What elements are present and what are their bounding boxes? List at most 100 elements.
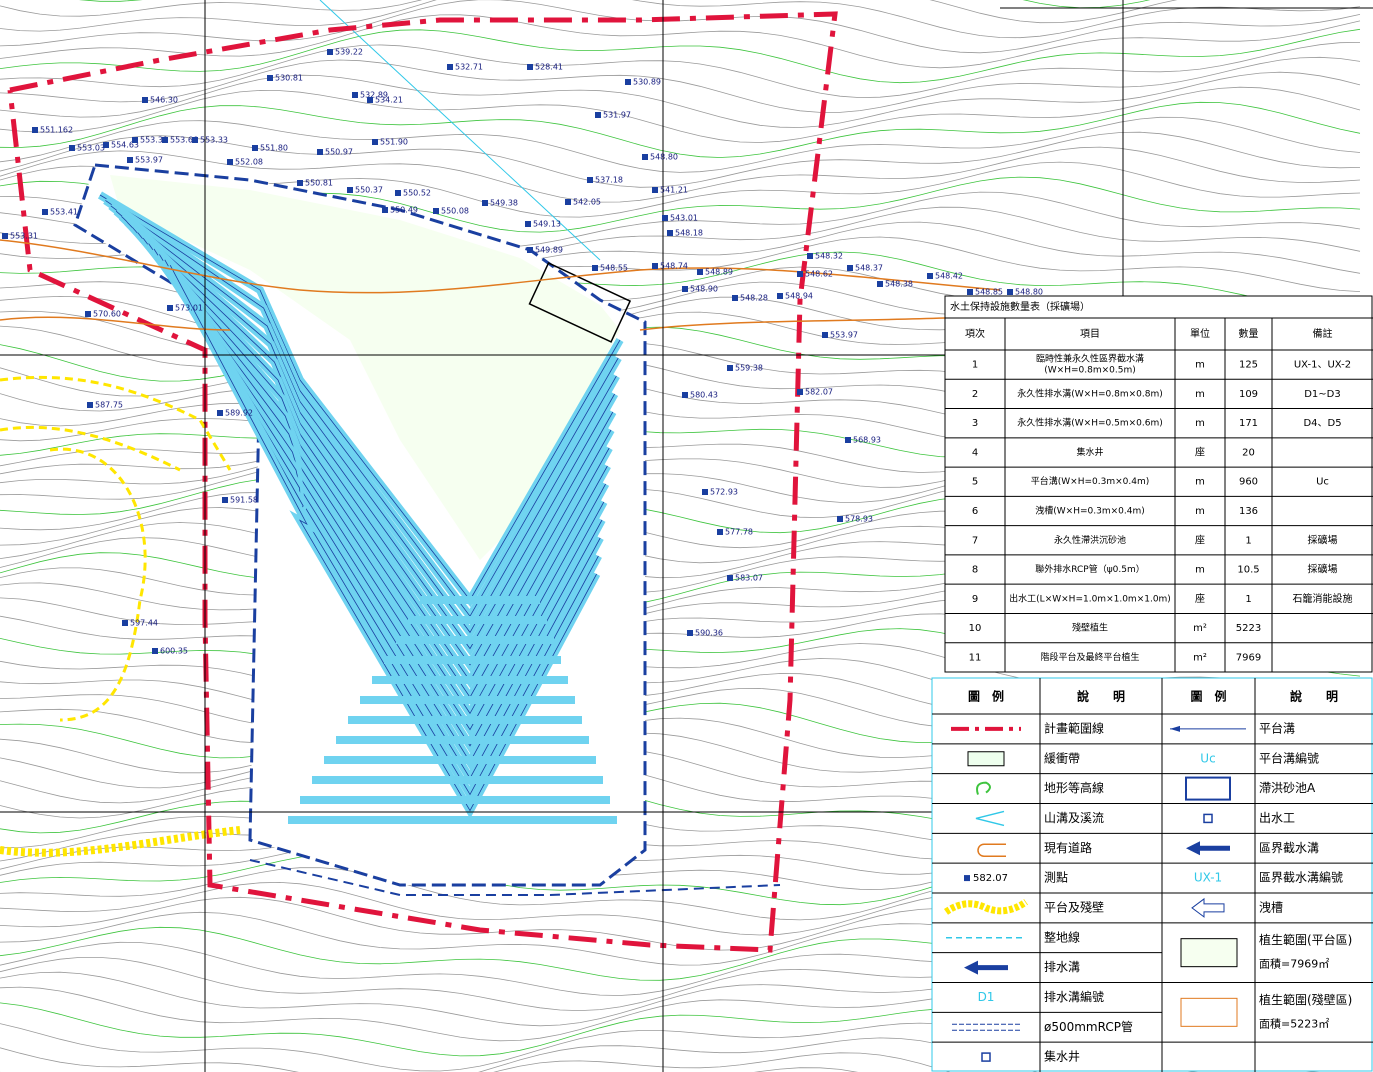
point-label: 546.30 xyxy=(150,96,178,105)
point-marker xyxy=(527,247,533,253)
point-label: 548.32 xyxy=(815,252,843,261)
platform-slope xyxy=(0,375,232,722)
table-cell: 5223 xyxy=(1236,623,1261,634)
legend-symbol xyxy=(981,1052,991,1062)
point-marker xyxy=(162,137,168,143)
legend-label: 排水溝編號 xyxy=(1044,989,1104,1004)
point-marker xyxy=(717,529,723,535)
outlet-channel xyxy=(249,859,781,896)
detention-pond xyxy=(528,262,632,343)
point-marker xyxy=(682,286,688,292)
point-label: 550.52 xyxy=(403,189,431,198)
legend-label: 山溝及溪流 xyxy=(1044,811,1104,825)
point-marker xyxy=(152,648,158,654)
table-cell: 1 xyxy=(972,360,978,371)
point-label: 530.89 xyxy=(633,78,661,87)
point-label: 550.97 xyxy=(325,148,353,157)
point-label: 553.03 xyxy=(77,144,105,153)
legend-label: 區界截水溝編號 xyxy=(1259,870,1343,885)
legend-symbol-text: Uc xyxy=(1200,751,1215,765)
point-label: 548.62 xyxy=(805,270,833,279)
point-label: 530.81 xyxy=(275,74,303,83)
table-cell: 採礦場 xyxy=(1308,563,1338,576)
point-label: 550.81 xyxy=(305,179,333,188)
table-cell: 臨時性兼永久性區界截水溝 xyxy=(1036,353,1144,365)
point-label: 552.08 xyxy=(235,158,263,167)
point-marker xyxy=(565,199,571,205)
point-label: 553.39 xyxy=(140,136,168,145)
table-bg xyxy=(944,295,1373,673)
table-cell: m² xyxy=(1193,623,1207,634)
point-marker xyxy=(42,209,48,215)
contour-line xyxy=(0,56,1361,113)
table-cell: 座 xyxy=(1195,533,1205,546)
point-marker xyxy=(797,389,803,395)
point-marker xyxy=(192,137,198,143)
point-marker xyxy=(69,145,75,151)
point-marker xyxy=(32,127,38,133)
legend-symbol xyxy=(1180,938,1238,968)
table-cell: m xyxy=(1195,360,1205,371)
legend-note: 面積=5223㎡ xyxy=(1259,1016,1329,1030)
point-marker xyxy=(587,177,593,183)
point-marker xyxy=(217,410,223,416)
point-label: 559.38 xyxy=(735,364,763,373)
point-marker xyxy=(447,64,453,70)
legend-symbol xyxy=(964,875,970,882)
point-marker xyxy=(127,157,133,163)
point-label: 549.89 xyxy=(535,246,563,255)
table-cell: 採礦場 xyxy=(1308,533,1338,546)
point-label: 548.80 xyxy=(1015,288,1043,297)
legend-symbol xyxy=(1203,813,1213,824)
terrace-ditch xyxy=(121,216,614,666)
table-cell: 殘壁植生 xyxy=(1072,622,1108,634)
point-marker xyxy=(525,221,531,227)
legend-symbol xyxy=(977,843,1006,857)
point-marker xyxy=(2,233,8,239)
point-label: 551.80 xyxy=(260,144,288,153)
table-cell: 11 xyxy=(969,652,982,663)
point-marker xyxy=(252,145,258,151)
terrace-ditch xyxy=(169,265,597,812)
terrace-ditch xyxy=(105,200,619,617)
contour-line xyxy=(0,1052,951,1072)
table-cell: (W×H=0.8m×0.5m) xyxy=(1044,366,1135,376)
legend-symbol-text: UX-1 xyxy=(1194,871,1222,885)
point-marker xyxy=(642,154,648,160)
point-label: 548.42 xyxy=(935,272,963,281)
legend-symbol xyxy=(943,898,1029,915)
point-label: 542.05 xyxy=(573,198,601,207)
table-cell: m xyxy=(1195,477,1205,488)
point-marker xyxy=(167,305,173,311)
point-label: 568.93 xyxy=(853,436,881,445)
point-label: 572.93 xyxy=(710,488,738,497)
point-label: 548.18 xyxy=(675,229,703,238)
stream xyxy=(319,0,601,261)
point-label: 549.13 xyxy=(533,220,561,229)
point-label: 548.94 xyxy=(785,292,813,301)
table-cell: 171 xyxy=(1239,418,1258,429)
point-label: 589.92 xyxy=(225,409,253,418)
legend-label: 現有道路 xyxy=(1044,840,1092,855)
table-cell: UX-1、UX-2 xyxy=(1294,360,1351,371)
point-label: 573.01 xyxy=(175,304,203,313)
point-label: 587.75 xyxy=(95,401,123,410)
legend-label: 排水溝 xyxy=(1044,960,1080,974)
table-cell: 座 xyxy=(1195,592,1205,605)
point-marker xyxy=(967,289,973,295)
point-label: 597.44 xyxy=(130,619,158,628)
table-cell: 階段平台及最終平台植生 xyxy=(1040,651,1139,663)
legend-note: 面積=7969㎡ xyxy=(1259,957,1329,971)
point-marker xyxy=(372,139,378,145)
table-cell: 1 xyxy=(1245,535,1251,546)
terrace-ditch xyxy=(110,205,617,634)
point-marker xyxy=(347,187,353,193)
legend-symbol-text: 582.07 xyxy=(973,873,1008,884)
contour-line xyxy=(0,1037,1320,1072)
legend-header: 圖 例 xyxy=(1190,689,1226,704)
point-label: 553.97 xyxy=(135,156,163,165)
legend-symbol xyxy=(967,751,1005,767)
point-marker xyxy=(382,207,388,213)
